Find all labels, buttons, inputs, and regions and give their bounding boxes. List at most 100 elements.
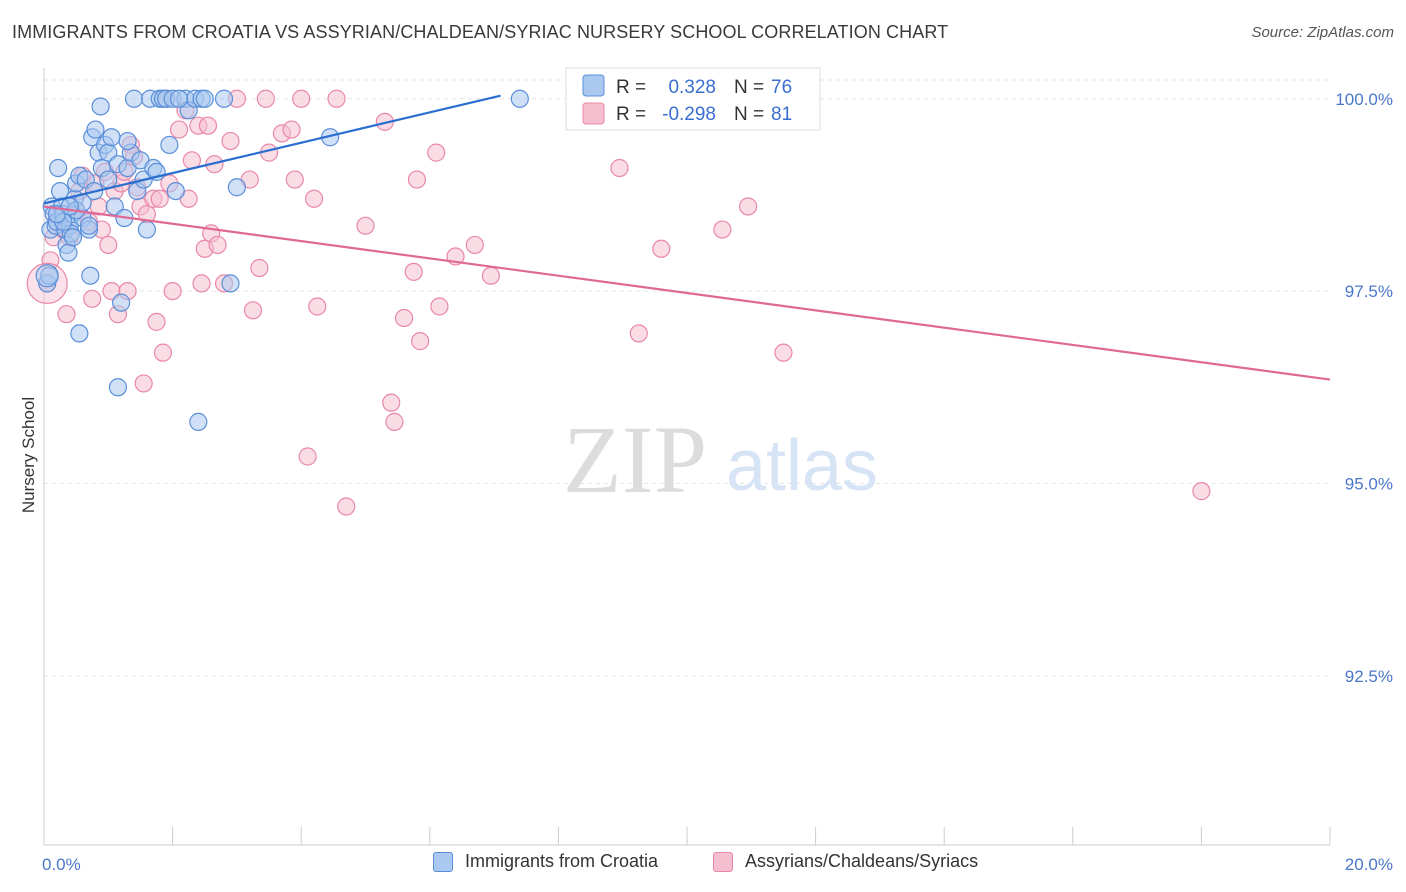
x-tick-label: 20.0% bbox=[1345, 855, 1393, 874]
data-point bbox=[385, 412, 404, 431]
stats-legend: R = 0.328 N = 76 R = -0.298 N = 81 bbox=[565, 67, 821, 131]
legend-r-label-blue: R = bbox=[616, 77, 646, 98]
data-point bbox=[81, 266, 100, 285]
data-point bbox=[430, 297, 449, 316]
data-point bbox=[227, 178, 246, 197]
data-point bbox=[99, 235, 118, 255]
data-point bbox=[282, 120, 301, 139]
data-point bbox=[153, 343, 173, 362]
legend-n-value-blue: 76 bbox=[771, 77, 792, 98]
data-point bbox=[91, 97, 110, 116]
data-point bbox=[189, 412, 208, 431]
data-point bbox=[63, 228, 83, 247]
data-point bbox=[150, 189, 169, 208]
legend-n-label-pink: N = bbox=[734, 104, 764, 125]
data-point bbox=[427, 143, 446, 162]
watermark-zip: ZIP bbox=[563, 406, 707, 513]
data-point bbox=[243, 301, 263, 320]
bottom-legend-label-blue: Immigrants from Croatia bbox=[465, 851, 659, 871]
bottom-legend-item-blue: Immigrants from Croatia bbox=[433, 851, 658, 872]
data-point bbox=[124, 89, 144, 108]
data-point bbox=[79, 216, 99, 235]
data-point bbox=[356, 216, 375, 235]
data-point bbox=[629, 324, 648, 343]
bottom-legend: Immigrants from Croatia Assyrians/Chalde… bbox=[0, 851, 1406, 879]
data-point bbox=[713, 220, 732, 239]
data-point bbox=[407, 170, 427, 189]
data-point bbox=[256, 89, 275, 108]
data-point bbox=[610, 158, 629, 178]
data-point bbox=[35, 264, 59, 288]
data-point bbox=[214, 89, 234, 108]
data-point bbox=[250, 258, 269, 278]
data-point bbox=[404, 262, 423, 281]
y-tick-label: 97.5% bbox=[1345, 282, 1393, 301]
bottom-legend-swatch-blue bbox=[433, 851, 453, 872]
data-point bbox=[57, 305, 76, 324]
data-point bbox=[108, 378, 128, 397]
legend-r-label-pink: R = bbox=[616, 104, 646, 125]
chart-title: IMMIGRANTS FROM CROATIA VS ASSYRIAN/CHAL… bbox=[12, 22, 949, 42]
y-axis-label: Nursery School bbox=[19, 397, 38, 513]
series-blue-points bbox=[35, 89, 529, 431]
data-point bbox=[198, 116, 218, 135]
data-point bbox=[652, 239, 671, 258]
y-tick-label: 92.5% bbox=[1345, 667, 1393, 686]
watermark-atlas: atlas bbox=[726, 426, 878, 506]
data-point bbox=[465, 235, 484, 255]
data-point bbox=[510, 89, 529, 108]
y-tick-label: 95.0% bbox=[1345, 474, 1393, 493]
data-point bbox=[134, 374, 153, 393]
data-point bbox=[83, 289, 102, 308]
legend-r-value-pink: -0.298 bbox=[662, 104, 716, 125]
data-point bbox=[102, 128, 121, 147]
tick-labels: 100.0% 97.5% 95.0% 92.5% 0.0% 20.0% bbox=[42, 90, 1393, 874]
axes bbox=[43, 68, 1331, 846]
watermark: ZIP atlas bbox=[563, 406, 878, 513]
data-point bbox=[147, 312, 166, 331]
data-point bbox=[118, 131, 137, 151]
data-point bbox=[195, 89, 214, 108]
data-point bbox=[304, 189, 324, 208]
y-tick-label: 100.0% bbox=[1335, 90, 1393, 109]
data-point bbox=[59, 243, 78, 262]
data-point bbox=[60, 197, 79, 216]
data-point bbox=[192, 274, 211, 293]
data-point bbox=[166, 181, 185, 201]
data-point bbox=[394, 308, 414, 328]
data-point bbox=[169, 120, 189, 139]
data-point bbox=[774, 343, 793, 362]
data-point bbox=[99, 170, 118, 189]
trend-line-blue bbox=[43, 94, 501, 205]
data-point bbox=[221, 274, 240, 293]
data-point bbox=[169, 89, 189, 108]
bottom-legend-item-pink: Assyrians/Chaldeans/Syriacs bbox=[713, 851, 978, 872]
data-point bbox=[49, 158, 68, 178]
data-point bbox=[411, 332, 430, 351]
legend-swatch-pink bbox=[582, 102, 605, 125]
data-point bbox=[481, 266, 500, 285]
data-point bbox=[298, 447, 317, 466]
data-point bbox=[308, 297, 327, 316]
data-point bbox=[292, 89, 311, 108]
data-point bbox=[137, 220, 156, 239]
x-tick-label: 0.0% bbox=[42, 855, 81, 874]
data-point bbox=[112, 293, 131, 312]
legend-swatch-blue bbox=[582, 74, 605, 97]
data-point bbox=[163, 281, 182, 301]
data-point bbox=[160, 135, 179, 155]
data-point bbox=[337, 497, 356, 516]
data-point bbox=[382, 393, 401, 412]
data-point bbox=[86, 120, 105, 139]
legend-r-value-blue: 0.328 bbox=[668, 77, 716, 98]
source-label: Source: ZipAtlas.com bbox=[1251, 24, 1394, 41]
trend-lines bbox=[43, 94, 1331, 381]
data-point bbox=[285, 170, 304, 189]
data-point bbox=[738, 197, 758, 216]
grid-lines bbox=[44, 79, 1330, 677]
bottom-legend-swatch-pink bbox=[713, 851, 733, 872]
data-point bbox=[70, 324, 89, 343]
data-point bbox=[327, 89, 346, 108]
data-point bbox=[221, 131, 240, 151]
